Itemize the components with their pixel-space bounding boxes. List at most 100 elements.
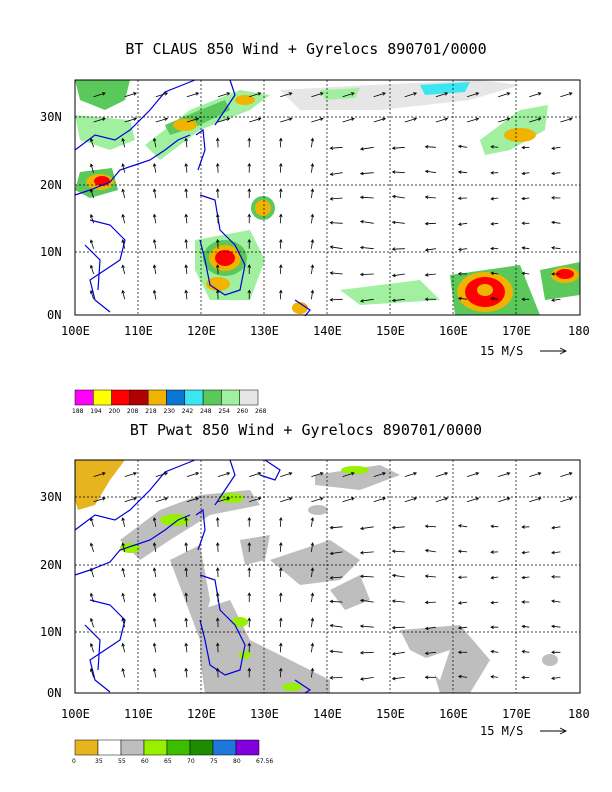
- wind-vector-arrow: [490, 575, 499, 580]
- wind-vector-arrow: [424, 297, 436, 301]
- wind-vector-arrow: [424, 195, 436, 200]
- wind-vector-arrow: [215, 188, 220, 199]
- wind-vector-arrow: [329, 196, 343, 201]
- wind-vector-arrow: [551, 171, 561, 176]
- wind-vector-arrow: [249, 92, 262, 98]
- wind-vector-arrow: [152, 592, 157, 603]
- wind-vector-arrow: [217, 497, 231, 503]
- wind-vector-arrow: [521, 600, 530, 604]
- wind-vector-arrow: [457, 674, 468, 679]
- top-lon-label: 130E: [250, 324, 279, 338]
- wind-vector-arrow: [93, 117, 106, 123]
- top-lon-label: 170E: [502, 324, 531, 338]
- top-colorbar-swatch: [147, 389, 167, 406]
- wind-vector-arrow: [424, 248, 436, 252]
- wind-vector-arrow: [279, 667, 283, 678]
- bottom-colorbar-swatch: [74, 739, 99, 756]
- top-colorbar-label: 218: [145, 408, 157, 415]
- wind-vector-arrow: [521, 575, 530, 580]
- wind-vector-arrow: [215, 289, 220, 300]
- wind-vector-arrow: [184, 516, 189, 527]
- bottom-lon-label: 130E: [250, 707, 279, 721]
- wind-vector-arrow: [310, 289, 315, 300]
- wind-vector-arrow: [215, 592, 220, 603]
- wind-vector-arrow: [529, 92, 542, 98]
- wind-vector-arrow: [249, 497, 262, 503]
- wind-vector-arrow: [342, 497, 355, 503]
- wind-vector-arrow: [457, 196, 468, 201]
- wind-vector-arrow: [551, 525, 561, 530]
- wind-vector-arrow: [124, 92, 137, 98]
- wind-vector-arrow: [329, 525, 343, 530]
- wind-vector-arrow: [279, 162, 283, 173]
- bottom-colorbar-label: 65: [164, 758, 172, 765]
- wind-vector-arrow: [247, 264, 252, 275]
- bottom-map-title: BT Pwat 850 Wind + Gyrelocs 890701/0000: [129, 421, 483, 439]
- wind-vector-arrow: [311, 497, 324, 503]
- wind-vector-arrow: [521, 246, 530, 250]
- wind-vector-arrow: [121, 542, 126, 552]
- wind-vector-arrow: [215, 667, 220, 678]
- top-colorbar-swatch: [74, 389, 94, 406]
- wind-vector-arrow: [359, 195, 374, 200]
- top-colorbar-label: 260: [237, 408, 249, 415]
- wind-vector-arrow: [279, 188, 283, 199]
- wind-vector-arrow: [215, 213, 220, 224]
- wind-vector-arrow: [215, 567, 220, 578]
- wind-vector-arrow: [457, 549, 468, 554]
- top-colorbar-swatch: [129, 389, 149, 406]
- wind-vector-arrow: [490, 625, 499, 629]
- wind-vector-arrow: [490, 196, 499, 201]
- wind-vector-arrow: [279, 542, 283, 552]
- wind-vector-arrow: [373, 472, 386, 477]
- wind-vector-arrow: [247, 213, 252, 224]
- wind-vector-arrow: [310, 567, 315, 578]
- wind-vector-arrow: [359, 298, 374, 303]
- wind-vector-arrow: [498, 117, 511, 123]
- bottom-colorbar-swatch: [235, 739, 260, 756]
- top-colorbar-swatch: [239, 389, 259, 406]
- bottom-map-wind-vectors: [89, 472, 573, 681]
- wind-vector-arrow: [329, 271, 343, 275]
- wind-vector-arrow: [184, 617, 189, 628]
- wind-vector-arrow: [457, 626, 468, 630]
- wind-vector-arrow: [424, 675, 436, 680]
- wind-vector-arrow: [155, 472, 169, 477]
- wind-vector-arrow: [551, 246, 561, 250]
- bottom-colorbar-swatch: [166, 739, 191, 756]
- wind-vector-arrow: [247, 162, 252, 173]
- wind-vector-arrow: [89, 188, 94, 199]
- top-colorbar-label: 208: [127, 408, 139, 415]
- wind-vector-arrow: [121, 567, 126, 578]
- wind-vector-arrow: [93, 472, 106, 477]
- wind-vector-arrow: [310, 517, 315, 527]
- wind-vector-arrow: [329, 297, 343, 302]
- wind-vector-arrow: [329, 172, 343, 176]
- wind-vector-arrow: [359, 220, 374, 224]
- wind-vector-arrow: [521, 525, 530, 529]
- wind-vector-arrow: [391, 549, 405, 554]
- wind-vector-arrow: [329, 599, 343, 604]
- wind-vector-arrow: [215, 162, 220, 173]
- top-lat-label: 20N: [40, 178, 62, 192]
- wind-vector-arrow: [424, 626, 436, 631]
- wind-vector-arrow: [560, 92, 573, 98]
- top-colorbar-swatch: [221, 389, 240, 406]
- wind-vector-arrow: [310, 667, 315, 678]
- wind-vector-arrow: [551, 599, 561, 604]
- wind-vector-arrow: [184, 567, 189, 578]
- bottom-colorbar-swatch: [143, 739, 168, 756]
- wind-vector-arrow: [457, 524, 468, 528]
- bottom-vector-scale-arrow: [540, 727, 568, 735]
- top-colorbar-label: 200: [109, 408, 121, 415]
- wind-vector-arrow: [184, 264, 189, 275]
- wind-vector-arrow: [490, 145, 499, 149]
- wind-vector-arrow: [342, 117, 355, 123]
- top-colorbar-label: 268: [255, 408, 267, 415]
- wind-vector-arrow: [329, 649, 343, 654]
- wind-vector-arrow: [93, 497, 106, 503]
- wind-vector-arrow: [184, 289, 189, 300]
- bottom-colorbar-label: 55: [118, 758, 126, 765]
- wind-vector-arrow: [551, 272, 561, 276]
